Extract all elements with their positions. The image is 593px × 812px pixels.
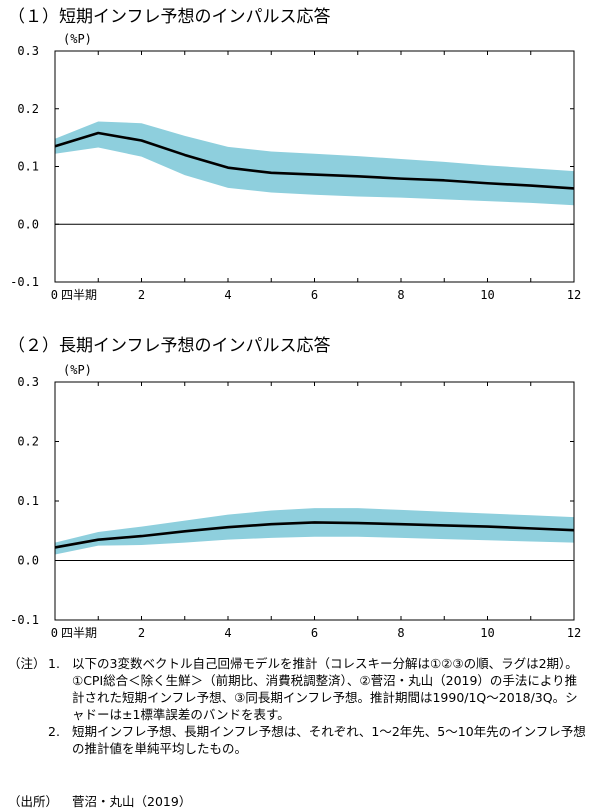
y-tick-label: 0.2 (17, 102, 39, 116)
y-tick-label: 0.3 (17, 44, 39, 58)
x-tick-label: 12 (567, 626, 581, 640)
note-text: 短期インフレ予想、長期インフレ予想は、それぞれ、1～2年先、5～10年先のインフ… (72, 724, 586, 756)
note-item-2: 2. 短期インフレ予想、長期インフレ予想は、それぞれ、1～2年先、5～10年先の… (8, 723, 588, 757)
chart-1-title: （１）短期インフレ予想のインパルス応答 (8, 7, 331, 27)
y-axis-label: (%P) (63, 32, 92, 46)
chart-2-title: （２）長期インフレ予想のインパルス応答 (8, 336, 331, 356)
note-number: 1. (48, 656, 60, 671)
x-tick-label: 8 (397, 288, 404, 302)
y-axis-label: (%P) (63, 363, 92, 377)
x-tick-label: 0 (51, 626, 58, 640)
x-unit-label: 四半期 (61, 626, 97, 640)
series-line (54, 521, 575, 549)
y-tick-label: 0.0 (17, 554, 39, 568)
x-tick-label: 12 (567, 288, 581, 302)
y-tick-label: 0.1 (17, 494, 39, 508)
y-tick-label: 0.0 (17, 217, 39, 231)
error-band (55, 508, 574, 555)
x-tick-label: 10 (480, 626, 494, 640)
source-label: （出所） (8, 794, 59, 809)
note-number: 2. (48, 724, 60, 739)
notes-label: （注） (8, 656, 46, 671)
source-line: （出所） 菅沼・丸山（2019） (8, 791, 205, 810)
x-tick-label: 8 (397, 626, 404, 640)
plot-frame (54, 381, 575, 621)
x-tick-label: 6 (311, 288, 318, 302)
x-unit-label: 四半期 (61, 288, 97, 302)
note-text: 以下の3変数ベクトル自己回帰モデルを推計（コレスキー分解は①②③の順、ラグは2期… (72, 656, 578, 722)
source-text: 菅沼・丸山（2019） (72, 794, 192, 809)
y-tick-label: 0.3 (17, 375, 39, 389)
y-tick-label: 0.2 (17, 435, 39, 449)
y-tick-label: -0.1 (10, 275, 39, 289)
error-band (55, 121, 574, 206)
y-tick-label: 0.1 (17, 160, 39, 174)
x-tick-label: 0 (51, 288, 58, 302)
y-tick-label: -0.1 (10, 613, 39, 627)
notes-block: （注） 1. 以下の3変数ベクトル自己回帰モデルを推計（コレスキー分解は①②③の… (8, 655, 588, 757)
x-tick-label: 4 (224, 626, 231, 640)
series-line (54, 131, 575, 190)
chart-2: 0.3 0.2 0.1 0.0 -0.1 0 2 4 6 8 10 12 四半期 (%P) (10, 363, 581, 640)
x-tick-label: 6 (311, 626, 318, 640)
x-tick-label: 10 (480, 288, 494, 302)
x-tick-label: 2 (138, 626, 145, 640)
note-item-1: （注） 1. 以下の3変数ベクトル自己回帰モデルを推計（コレスキー分解は①②③の… (8, 655, 588, 723)
chart-1: 0.3 0.2 0.1 0.0 -0.1 0 2 4 6 8 10 12 四半期 (%P) (10, 32, 581, 302)
x-tick-label: 2 (138, 288, 145, 302)
x-tick-label: 4 (224, 288, 231, 302)
